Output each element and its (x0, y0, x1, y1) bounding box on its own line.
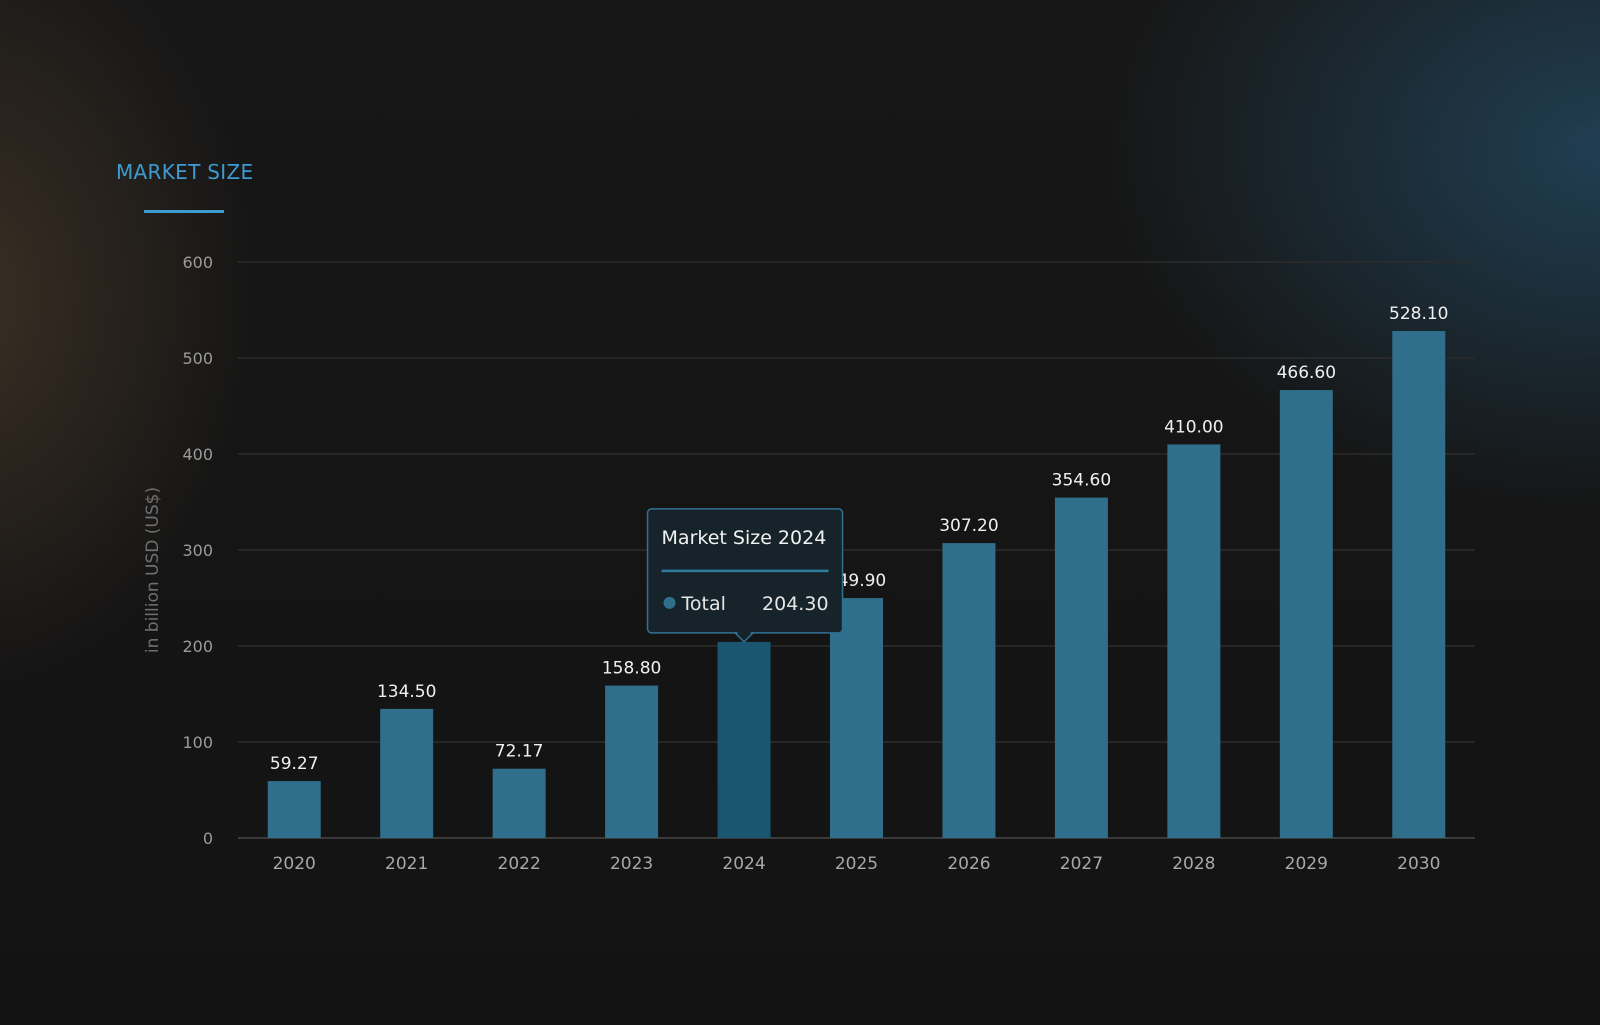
y-tick-label: 300 (182, 541, 213, 560)
y-axis-title: in billion USD (US$) (143, 487, 163, 653)
y-tick-label: 400 (182, 445, 213, 464)
bar-2029[interactable] (1279, 390, 1333, 838)
bar-2027[interactable] (1054, 497, 1108, 838)
tooltip-title: Market Size 2024 (662, 527, 827, 549)
data-label-2026: 307.20 (939, 516, 998, 536)
data-label-2027: 354.60 (1052, 471, 1111, 491)
bar-2024[interactable] (717, 641, 771, 838)
tooltip-series-dot (663, 596, 676, 609)
y-tick-label: 200 (182, 637, 213, 656)
x-tick-label: 2028 (1172, 854, 1215, 874)
data-label-2028: 410.00 (1164, 417, 1223, 437)
bar-2030[interactable] (1392, 331, 1446, 838)
bar-2026[interactable] (942, 543, 996, 838)
data-label-2029: 466.60 (1277, 363, 1336, 383)
bar-2028[interactable] (1167, 444, 1221, 838)
bar-2023[interactable] (605, 685, 659, 838)
y-tick-label: 0 (203, 829, 213, 848)
tooltip-value: 204.30 (762, 593, 828, 615)
tooltip: Market Size 2024 Total 204.30 (646, 508, 844, 643)
bar-2021[interactable] (380, 708, 434, 838)
x-tick-label: 2024 (722, 854, 765, 874)
x-tick-label: 2021 (385, 854, 428, 874)
y-tick-label: 100 (182, 733, 213, 752)
x-tick-label: 2022 (498, 854, 541, 874)
x-tick-label: 2026 (947, 854, 990, 874)
bar-2022[interactable] (492, 768, 546, 838)
chart-title: MARKET SIZE (116, 160, 254, 184)
data-label-2023: 158.80 (602, 659, 661, 679)
data-label-2022: 72.17 (495, 742, 544, 762)
x-tick-label: 2030 (1397, 854, 1440, 874)
tooltip-series-name: Total (681, 593, 726, 615)
title-underline (144, 210, 224, 213)
x-tick-label: 2020 (273, 854, 316, 874)
y-tick-label: 500 (182, 349, 213, 368)
x-tick-label: 2029 (1285, 854, 1328, 874)
bar-2020[interactable] (267, 781, 321, 838)
data-label-2020: 59.27 (270, 754, 319, 774)
x-tick-label: 2025 (835, 854, 878, 874)
x-tick-label: 2023 (610, 854, 653, 874)
data-label-2021: 134.50 (377, 682, 436, 702)
y-tick-label: 600 (182, 253, 213, 272)
bar-2025[interactable] (830, 598, 883, 838)
x-tick-label: 2027 (1060, 854, 1103, 874)
data-label-2030: 528.10 (1389, 304, 1448, 324)
